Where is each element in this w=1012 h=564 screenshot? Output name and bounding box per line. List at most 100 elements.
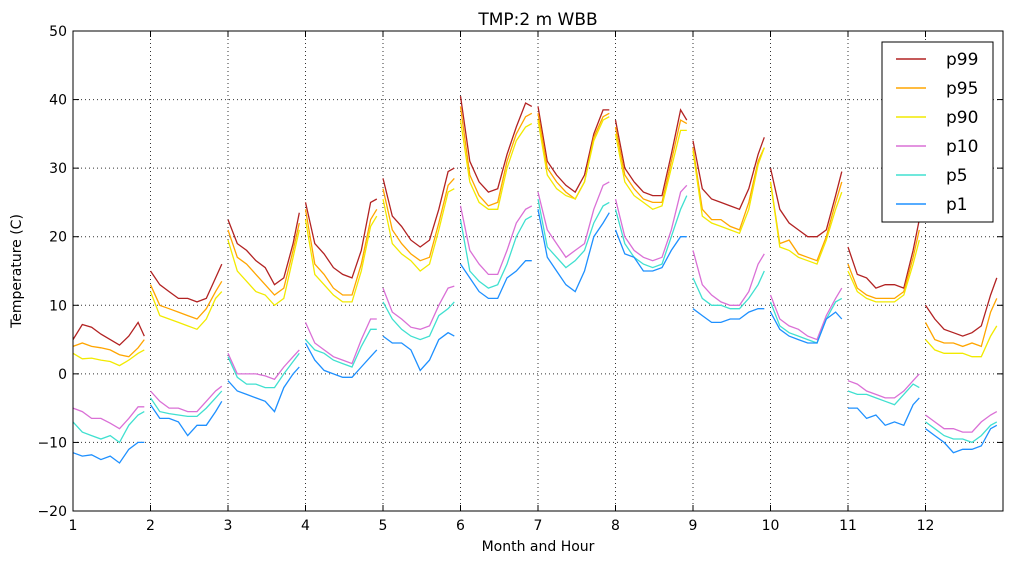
legend-label-p99: p99: [946, 50, 978, 70]
legend: p99 p95 p90 p10 p5 p1: [881, 41, 994, 223]
series-line-p5-month-12: [925, 421, 998, 444]
series-line-p10-month-4: [304, 318, 377, 365]
series-line-p5-month-6: [459, 215, 533, 289]
series-line-p99-month-12: [924, 277, 998, 337]
series-line-p5-month-2: [149, 390, 223, 418]
series-line-p10-month-5: [382, 285, 455, 330]
series-line-p10-month-3: [227, 349, 300, 381]
series-line-p10-month-6: [459, 205, 533, 276]
y-tick-label: −10: [37, 435, 67, 451]
series-line-p99-month-8: [614, 108, 688, 197]
series-line-p1-month-1: [72, 441, 145, 464]
series-line-p10-month-9: [692, 250, 765, 306]
legend-box: [881, 41, 994, 223]
y-tick-label: 40: [49, 93, 67, 109]
series-line-p90-month-5: [382, 188, 455, 272]
series-line-p1-month-9: [692, 308, 765, 324]
legend-label-p10: p10: [946, 137, 978, 157]
series-line-p5-month-11: [847, 383, 920, 406]
x-tick-label: 9: [689, 518, 698, 534]
series-line-p10-month-1: [72, 406, 145, 430]
series-line-p99-month-2: [149, 263, 223, 303]
series-line-p1-month-7: [537, 209, 610, 293]
x-tick-label: 4: [301, 518, 310, 534]
series-line-p95-month-9: [692, 147, 765, 231]
series-line-p5-month-7: [537, 198, 610, 269]
series-line-p95-month-6: [459, 106, 533, 207]
legend-label-p5: p5: [946, 166, 968, 186]
series-line-p10-month-11: [847, 373, 920, 399]
series-line-p90-month-3: [227, 229, 300, 307]
series-line-p90-month-7: [537, 116, 610, 200]
series-line-p90-month-8: [614, 129, 687, 211]
x-tick-label: 12: [917, 518, 935, 534]
y-tick-label: −20: [37, 504, 67, 520]
series-line-p10-month-2: [150, 385, 223, 413]
series-line-p1-month-3: [227, 366, 300, 413]
y-axis-label: Temperature (C): [9, 214, 25, 329]
series-line-p5-month-3: [227, 352, 300, 389]
x-tick-label: 8: [611, 518, 620, 534]
series-line-p1-month-11: [848, 397, 920, 427]
series-line-p99-month-4: [304, 198, 378, 279]
series-line-p99-month-9: [692, 137, 765, 211]
series-line-p10-month-12: [925, 411, 998, 433]
series-lines: [72, 96, 998, 464]
legend-label-p90: p90: [946, 108, 978, 128]
x-tick-label: 2: [146, 518, 155, 534]
x-tick-label: 11: [839, 518, 857, 534]
series-line-p5-month-9: [692, 270, 765, 310]
series-line-p5-month-1: [72, 411, 145, 444]
x-tick-label: 3: [224, 518, 233, 534]
series-line-p1-month-2: [149, 400, 223, 437]
series-line-p95-month-12: [924, 298, 998, 348]
legend-label-p95: p95: [946, 79, 978, 99]
series-line-p90-month-11: [847, 239, 920, 303]
series-line-p95-month-3: [227, 222, 300, 296]
y-tick-label: 50: [49, 24, 67, 40]
y-tick-label: 30: [49, 161, 67, 177]
x-tick-label: 5: [379, 518, 388, 534]
y-tick-label: 0: [58, 367, 67, 383]
series-line-p90-month-1: [72, 349, 145, 367]
series-line-p90-month-4: [304, 215, 378, 303]
series-line-p99-month-3: [227, 212, 300, 286]
series-line-p90-month-9: [692, 147, 765, 235]
series-line-p1-month-10: [769, 311, 843, 344]
x-tick-label: 1: [69, 518, 78, 534]
series-line-p95-month-4: [304, 208, 378, 296]
legend-label-p1: p1: [946, 195, 968, 215]
series-line-p95-month-8: [614, 119, 688, 204]
chart-title: TMP:2 m WBB: [477, 10, 597, 30]
series-line-p99-month-6: [459, 96, 533, 193]
series-line-p99-month-5: [382, 167, 455, 248]
series-line-p1-month-8: [614, 229, 687, 272]
y-tick-label: 10: [49, 298, 67, 314]
series-line-p99-month-1: [72, 321, 145, 346]
series-line-p95-month-2: [149, 280, 223, 320]
x-tick-label: 6: [456, 518, 465, 534]
series-line-p95-month-5: [382, 177, 455, 262]
series-line-p5-month-10: [769, 297, 843, 344]
series-line-p1-month-5: [382, 331, 455, 372]
series-line-p5-month-8: [614, 195, 688, 269]
x-tick-label: 10: [762, 518, 780, 534]
series-line-p95-month-1: [72, 339, 145, 358]
series-line-p5-month-5: [382, 301, 455, 341]
series-line-p10-month-8: [614, 184, 688, 262]
grid: [73, 31, 1003, 511]
series-line-p1-month-4: [304, 342, 378, 378]
series-line-p95-month-10: [769, 181, 843, 262]
series-line-p90-month-2: [149, 291, 223, 331]
series-line-p10-month-10: [769, 287, 843, 341]
x-axis-label: Month and Hour: [482, 539, 595, 555]
series-line-p1-month-12: [925, 424, 998, 454]
series-line-p5-month-4: [305, 328, 377, 368]
series-line-p95-month-7: [537, 112, 610, 200]
x-tick-label: 7: [534, 518, 543, 534]
series-line-p90-month-6: [459, 120, 533, 210]
series-line-p95-month-11: [847, 229, 920, 300]
series-line-p99-month-10: [769, 167, 843, 238]
series-line-p90-month-10: [769, 181, 843, 265]
